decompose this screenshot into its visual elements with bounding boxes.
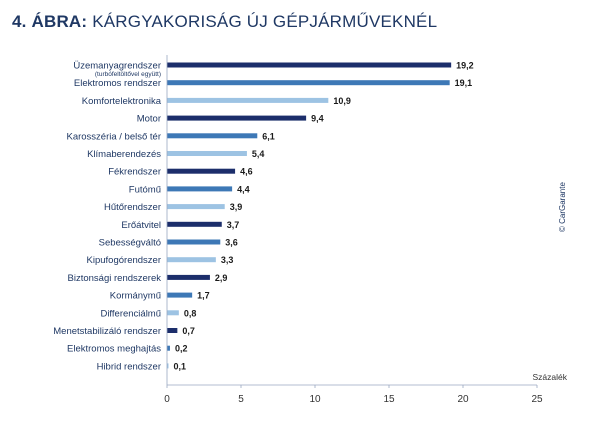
category-label: Elektromos rendszer: [74, 78, 161, 89]
value-label: 0,8: [184, 308, 197, 318]
value-label: 3,3: [221, 255, 234, 265]
x-tick-label: 0: [164, 394, 170, 405]
x-tick-label: 20: [457, 394, 469, 405]
bar: [167, 292, 193, 298]
category-label: Sebességváltó: [99, 238, 161, 249]
category-label: Karosszéria / belső tér: [66, 131, 161, 142]
value-label: 19,2: [456, 61, 474, 71]
bar: [167, 133, 258, 139]
x-tick-label: 5: [238, 394, 244, 405]
category-label: Hibrid rendszer: [97, 361, 161, 372]
value-label: 9,4: [311, 114, 324, 124]
value-label: 0,1: [173, 361, 186, 371]
bar: [167, 274, 210, 280]
category-label: Futómű: [129, 184, 161, 195]
bar: [167, 168, 236, 174]
bar: [167, 97, 329, 103]
category-label: Menetstabilizáló rendszer: [53, 326, 161, 337]
category-label: Üzemanyagrendszer: [73, 61, 161, 72]
bar: [167, 186, 233, 192]
value-label: 4,6: [240, 167, 253, 177]
bar: [167, 204, 225, 210]
bar: [167, 257, 216, 263]
value-label: 3,9: [230, 202, 243, 212]
value-label: 6,1: [262, 131, 275, 141]
x-tick-label: 15: [383, 394, 395, 405]
category-label: Biztonsági rendszerek: [68, 273, 162, 284]
value-label: 3,7: [227, 220, 240, 230]
value-label: 5,4: [252, 149, 265, 159]
value-label: 19,1: [455, 78, 473, 88]
value-label: 1,7: [197, 291, 210, 301]
category-sublabel: (turbófeltöltővel együtt): [95, 71, 161, 78]
category-label: Komfortelektronika: [82, 96, 162, 107]
value-label: 2,9: [215, 273, 228, 283]
x-tick-label: 25: [531, 394, 543, 405]
chart-title-text: KÁRGYAKORISÁG ÚJ GÉPJÁRMŰVEKNÉL: [92, 12, 438, 31]
chart-title-lead: 4. ÁBRA:: [12, 12, 88, 31]
bar: [167, 115, 307, 121]
value-label: 0,7: [182, 326, 195, 336]
chart-title: 4. ÁBRA: KÁRGYAKORISÁG ÚJ GÉPJÁRMŰVEKNÉL: [12, 12, 437, 32]
value-label: 0,2: [175, 344, 188, 354]
bar: [167, 151, 247, 156]
bar: [167, 221, 222, 227]
bar: [167, 345, 170, 351]
value-label: 3,6: [225, 238, 238, 248]
category-label: Klímaberendezés: [87, 149, 161, 160]
copyright-notice: © CarGarante: [558, 182, 567, 232]
category-label: Fékrendszer: [108, 167, 161, 178]
bar: [167, 310, 179, 316]
category-label: Hűtőrendszer: [104, 202, 161, 213]
category-label: Erőátvitel: [121, 220, 161, 231]
category-label: Differenciálmű: [100, 308, 161, 319]
category-label: Kormánymű: [110, 291, 161, 302]
bar: [167, 62, 452, 68]
bar: [167, 363, 169, 369]
category-label: Motor: [137, 114, 161, 125]
bar: [167, 80, 450, 86]
value-label: 4,4: [237, 184, 250, 194]
x-tick-label: 10: [309, 394, 321, 405]
value-label: 10,9: [333, 96, 351, 106]
category-label: Kipufogórendszer: [87, 255, 161, 266]
bar: [167, 328, 178, 333]
x-axis-title: Százalék: [533, 372, 568, 382]
category-label: Elektromos meghajtás: [67, 344, 161, 355]
bar: [167, 239, 221, 245]
